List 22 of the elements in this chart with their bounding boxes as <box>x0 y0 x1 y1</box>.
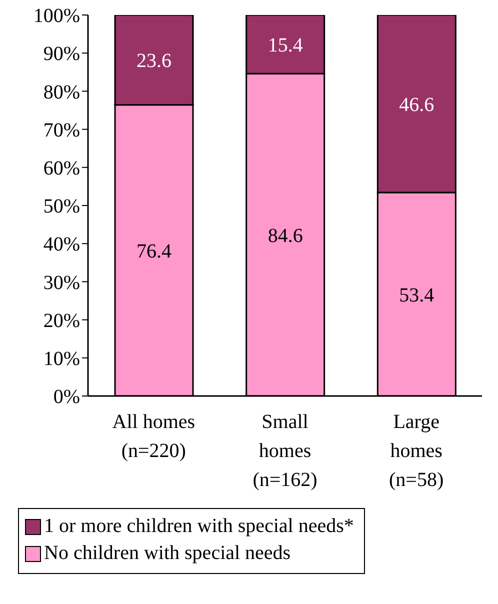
x-tick-label: All homes (n=220) <box>112 411 196 462</box>
y-tick-label: 20% <box>43 310 80 332</box>
y-tick-label: 70% <box>43 119 80 142</box>
y-tick-label: 100% <box>33 5 80 28</box>
y-tick-label: 0% <box>53 386 80 408</box>
y-tick-label: 50% <box>43 196 80 218</box>
y-tick-label: 10% <box>43 348 80 370</box>
y-tick-label: 90% <box>43 43 80 66</box>
y-tick-label: 40% <box>43 234 80 256</box>
legend-label: 1 or more children with special needs* <box>44 515 354 538</box>
data-label: 15.4 <box>268 34 303 56</box>
data-label: 23.6 <box>136 50 172 72</box>
data-label: 84.6 <box>268 224 303 247</box>
y-tick-label: 30% <box>43 272 80 294</box>
x-tick-label: Large homes (n=58) <box>389 411 444 491</box>
legend-label: No children with special needs <box>44 542 291 565</box>
data-label: 53.4 <box>399 284 434 306</box>
x-tick-label: Small homes (n=162) <box>252 411 318 491</box>
data-label: 76.4 <box>136 240 172 263</box>
y-tick-label: 60% <box>43 158 80 180</box>
data-label: 46.6 <box>399 94 434 116</box>
y-tick-label: 80% <box>43 81 80 104</box>
